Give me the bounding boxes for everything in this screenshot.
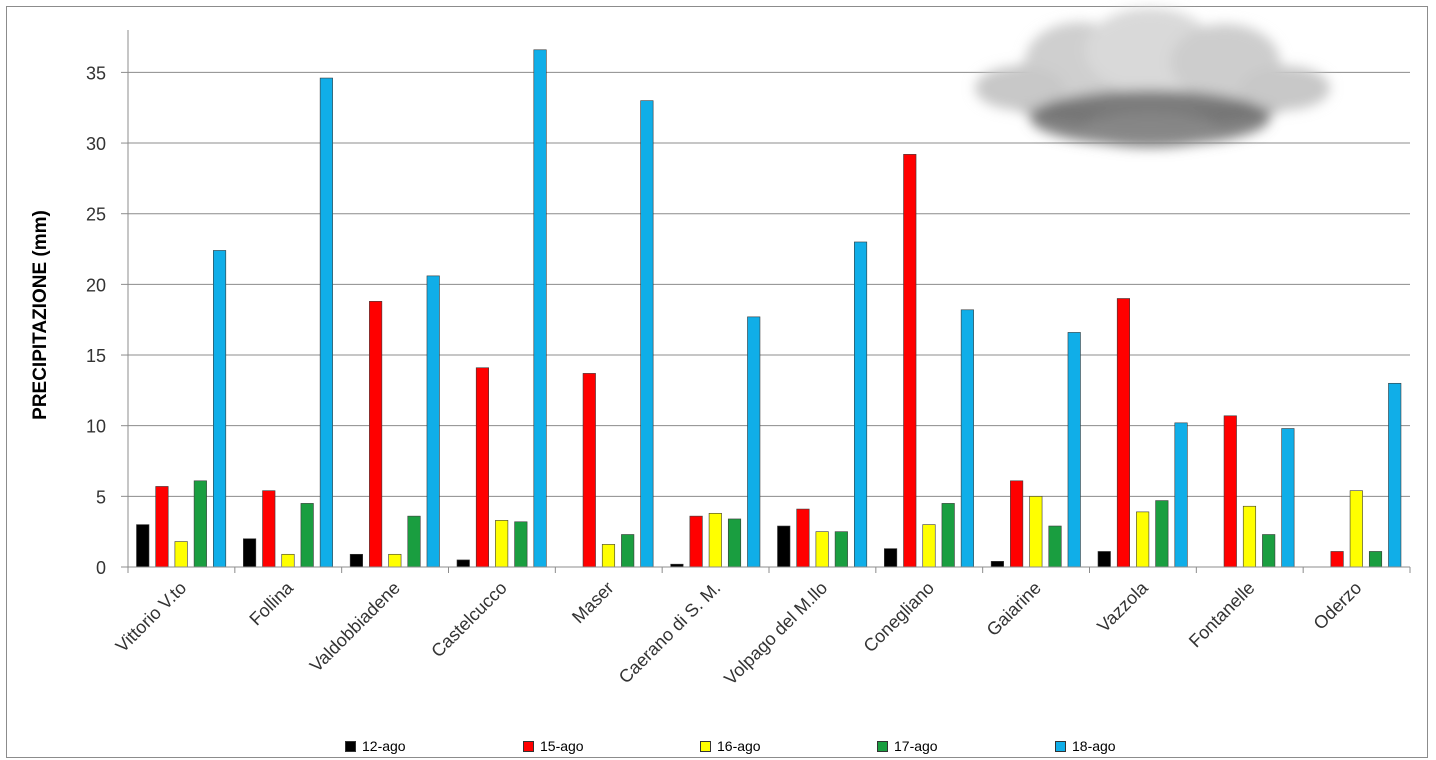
x-tick-label: Volpago del M.llo — [720, 578, 831, 689]
bar-16-ago-7 — [922, 524, 936, 568]
bar-15-ago-6 — [796, 508, 810, 568]
bar-17-ago-7 — [941, 503, 955, 568]
bar-17-ago-1 — [300, 503, 314, 568]
y-tick-label: 0 — [96, 558, 106, 578]
bar-12-ago-7 — [884, 548, 898, 568]
bar-15-ago-7 — [903, 154, 917, 568]
bar-18-ago-8 — [1067, 332, 1081, 568]
bar-18-ago-3 — [533, 49, 547, 568]
bar-18-ago-0 — [213, 250, 227, 568]
bar-15-ago-10 — [1223, 415, 1237, 568]
bar-16-ago-9 — [1136, 511, 1150, 568]
bar-18-ago-5 — [747, 316, 761, 568]
axes — [121, 30, 1411, 573]
bar-12-ago-9 — [1097, 551, 1111, 568]
bar-18-ago-1 — [319, 77, 333, 568]
x-tick-labels: Vittorio V.to Follina Valdobbiadene Castelc… — [112, 577, 1366, 689]
legend-item-12-ago: 12-ago — [345, 736, 406, 756]
y-tick-label: 35 — [86, 63, 106, 83]
bar-15-ago-1 — [262, 490, 276, 568]
bar-18-ago-10 — [1281, 428, 1295, 568]
bar-15-ago-3 — [475, 367, 490, 568]
bar-15-ago-0 — [155, 486, 169, 568]
bar-16-ago-8 — [1029, 496, 1043, 568]
bar-16-ago-11 — [1349, 490, 1363, 568]
x-tick-label: Caerano di S. M. — [615, 578, 725, 688]
bar-15-ago-11 — [1330, 551, 1344, 568]
legend-swatch — [700, 740, 711, 752]
bar-16-ago-4 — [601, 544, 616, 568]
x-tick-label: Castelcucco — [427, 578, 510, 661]
legend-item-17-ago: 17-ago — [877, 736, 938, 756]
bar-18-ago-11 — [1388, 382, 1402, 568]
bar-16-ago-0 — [174, 541, 188, 568]
x-tick-label: Vazzola — [1093, 577, 1152, 636]
bar-15-ago-2 — [369, 301, 383, 568]
bar-17-ago-5 — [727, 518, 742, 568]
legend-swatch — [1055, 740, 1066, 752]
bar-16-ago-3 — [495, 520, 509, 568]
bar-17-ago-9 — [1155, 500, 1169, 568]
bar-18-ago-6 — [853, 241, 868, 568]
legend-label: 18-ago — [1072, 738, 1116, 754]
bar-18-ago-7 — [960, 309, 974, 568]
y-axis-label: PRECIPITAZIONE (mm) — [30, 210, 51, 420]
bar-18-ago-2 — [426, 275, 440, 568]
legend-item-15-ago: 15-ago — [523, 736, 584, 756]
y-tick-label: 20 — [86, 275, 106, 295]
bar-16-ago-10 — [1242, 505, 1257, 568]
bar-18-ago-9 — [1174, 422, 1188, 568]
bar-12-ago-2 — [349, 553, 363, 568]
bar-15-ago-8 — [1010, 480, 1024, 568]
bar-16-ago-6 — [815, 531, 829, 568]
legend-label: 12-ago — [362, 738, 406, 754]
x-tick-label: Vittorio V.to — [112, 578, 191, 657]
bar-17-ago-11 — [1368, 551, 1383, 568]
bar-16-ago-2 — [388, 553, 402, 568]
y-tick-label: 25 — [86, 205, 106, 225]
y-tick-label: 10 — [86, 417, 106, 437]
legend-swatch — [523, 740, 534, 752]
legend: 12-ago 15-ago 16-ago 17-ago 18-ago — [0, 736, 1436, 756]
y-tick-label: 30 — [86, 134, 106, 154]
legend-label: 16-ago — [717, 738, 761, 754]
legend-label: 17-ago — [894, 738, 938, 754]
y-tick-label: 5 — [96, 487, 106, 507]
x-tick-label: Valdobbiadene — [306, 578, 404, 676]
legend-item-18-ago: 18-ago — [1055, 736, 1116, 756]
bar-17-ago-2 — [407, 515, 421, 568]
bar-12-ago-1 — [243, 538, 257, 568]
bar-16-ago-5 — [708, 512, 722, 568]
x-tick-label: Gaiarine — [983, 578, 1045, 640]
bar-17-ago-6 — [834, 531, 848, 568]
y-tick-labels: 0 5 10 15 20 25 30 35 — [86, 63, 106, 578]
bar-15-ago-5 — [689, 515, 703, 568]
x-tick-label: Conegliano — [860, 578, 939, 657]
bar-16-ago-1 — [281, 553, 295, 568]
cloud-icon — [975, 8, 1330, 148]
bars — [136, 49, 1402, 568]
bar-12-ago-3 — [456, 559, 470, 568]
x-tick-label: Follina — [245, 577, 297, 629]
bar-12-ago-8 — [990, 561, 1004, 568]
x-tick-label: Fontanelle — [1185, 578, 1259, 652]
x-tick-label: Oderzo — [1310, 578, 1366, 634]
bar-15-ago-9 — [1116, 298, 1130, 568]
bar-12-ago-6 — [777, 525, 791, 568]
y-tick-label: 15 — [86, 346, 106, 366]
legend-swatch — [345, 740, 356, 752]
bar-17-ago-4 — [621, 534, 635, 568]
bar-17-ago-3 — [514, 521, 528, 568]
bar-15-ago-4 — [582, 373, 596, 568]
bar-17-ago-0 — [193, 480, 207, 568]
bar-17-ago-8 — [1048, 525, 1062, 568]
bar-17-ago-10 — [1262, 534, 1276, 568]
legend-item-16-ago: 16-ago — [700, 736, 761, 756]
bar-12-ago-0 — [136, 524, 150, 568]
legend-swatch — [877, 740, 888, 752]
bar-18-ago-4 — [640, 100, 654, 568]
legend-label: 15-ago — [540, 738, 584, 754]
x-tick-label: Maser — [568, 578, 618, 628]
